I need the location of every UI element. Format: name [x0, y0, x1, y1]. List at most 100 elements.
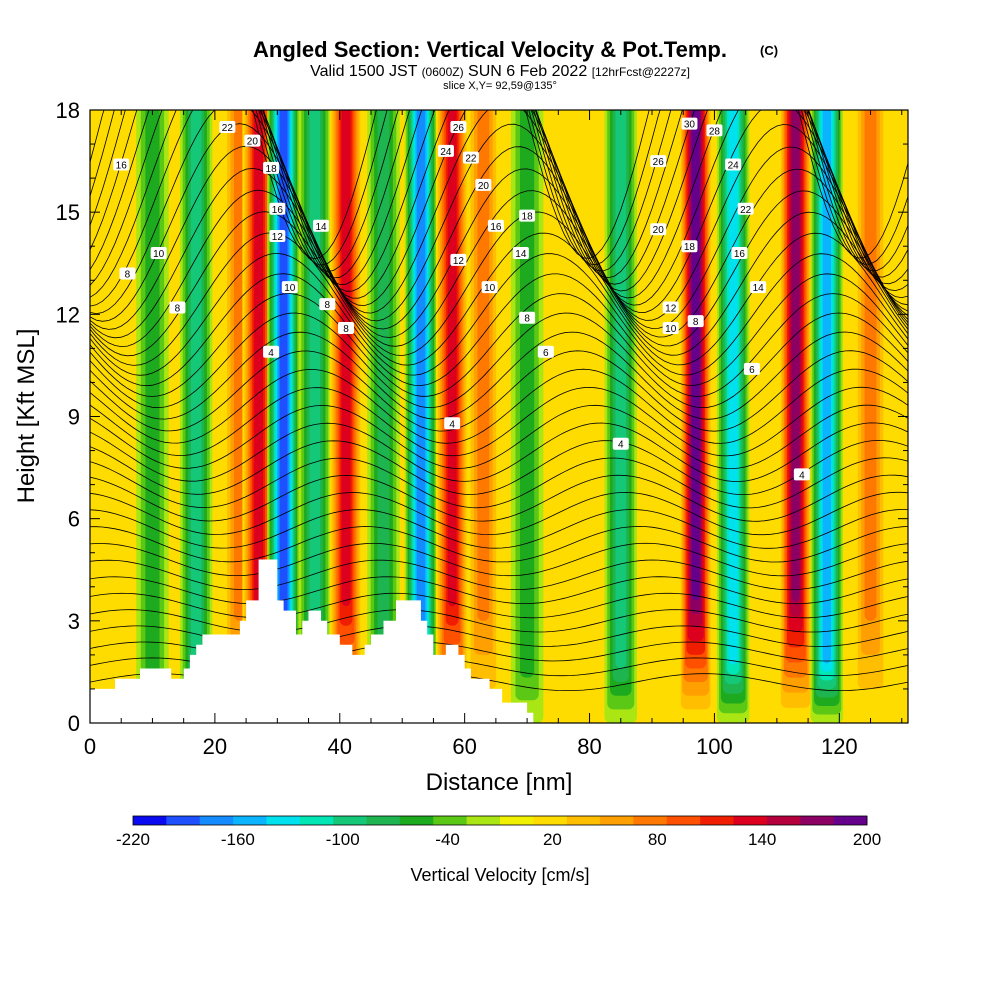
isentrope-line — [90, 232, 908, 366]
contour-label-text: 22 — [740, 205, 752, 216]
isentrope-line — [90, 312, 908, 409]
velocity-cell — [691, 110, 700, 601]
contour-label-box — [244, 134, 261, 147]
colorbar-swatch — [500, 816, 534, 825]
isentrope-line — [90, 350, 908, 432]
contour-label-box — [681, 117, 698, 130]
contour-label: 24 — [725, 158, 742, 171]
contour-label: 16 — [269, 202, 286, 216]
contour-label: 16 — [731, 247, 748, 260]
contour-label: 14 — [512, 247, 529, 260]
colorbar-swatch — [199, 816, 234, 825]
x-tick-label: 100 — [696, 734, 733, 759]
contour-label-box — [313, 219, 330, 232]
contour-label-text: 6 — [543, 348, 549, 359]
colorbar-swatch — [766, 816, 801, 825]
pot-temp-labels: 22 20 16 18 16 14 12 10 8 10 8 8 8 4 26 24 22 20 18 16 14 12 1… — [113, 117, 810, 481]
terrain-profile — [90, 559, 534, 723]
velocity-cell — [615, 110, 627, 669]
contour-label-text: 8 — [343, 324, 349, 335]
contour-label-box — [119, 267, 136, 280]
isentrope-line — [90, 457, 908, 509]
contour-label-text: 26 — [453, 123, 465, 134]
contour-label-text: 14 — [315, 222, 327, 233]
contour-label: 26 — [650, 155, 667, 168]
contour-label-box — [737, 202, 754, 215]
contour-label-box — [650, 155, 667, 168]
chart-title: Angled Section: Vertical Velocity & Pot.… — [253, 37, 727, 62]
velocity-cell — [791, 110, 800, 602]
contour-label-box — [743, 362, 760, 375]
x-tick-label: 0 — [84, 734, 96, 759]
y-tick-label: 15 — [56, 200, 80, 225]
contour-label-text: 4 — [618, 440, 624, 451]
isentrope-line — [90, 592, 908, 619]
contour-label: 12 — [450, 253, 467, 267]
contour-label-box — [750, 281, 767, 294]
isentrope-line — [90, 609, 908, 633]
contour-label-box — [281, 281, 298, 294]
y-tick-label: 12 — [56, 302, 80, 327]
contour-label-box — [612, 437, 629, 450]
contour-label-text: 10 — [284, 283, 296, 294]
colorbar-title: Vertical Velocity [cm/s] — [410, 865, 589, 885]
y-axis-label: Height [Kft MSL] — [13, 329, 40, 504]
velocity-cell — [822, 110, 832, 664]
contour-label-box — [450, 253, 467, 266]
subtitle-valid: Valid 1500 JST — [310, 63, 418, 80]
contour-label: 8 — [319, 298, 336, 311]
y-axis: 0 3 6 9 12 15 18 — [56, 98, 908, 736]
contour-label-text: 18 — [522, 212, 534, 223]
contour-label: 8 — [687, 315, 704, 328]
colorbar-swatch — [733, 816, 768, 825]
contour-label-box — [169, 301, 186, 314]
contour-label-box — [269, 202, 286, 215]
velocity-cell — [447, 110, 457, 607]
isentrope-line — [90, 525, 908, 563]
isentrope-line — [90, 252, 908, 376]
velocity-band-down — [510, 110, 544, 723]
colorbar-swatch — [600, 816, 634, 825]
isentrope-line — [90, 368, 908, 444]
isentrope-line — [90, 559, 908, 591]
contour-label: 8 — [519, 311, 536, 325]
subtitle-forecast: [12hrFcst@2227z] — [592, 65, 690, 79]
contour-label-text: 20 — [247, 137, 259, 148]
colorbar-swatch — [266, 816, 301, 825]
contour-label: 16 — [487, 219, 504, 233]
contour-label-box — [150, 247, 167, 260]
contour-label-text: 4 — [799, 470, 805, 481]
contour-label: 10 — [481, 281, 498, 294]
contour-label-text: 16 — [116, 160, 128, 171]
contour-label-box — [662, 321, 679, 334]
contour-label-box — [681, 240, 698, 253]
colorbar-swatch — [833, 816, 868, 825]
isentrope-line — [90, 189, 908, 348]
isentrope-line — [90, 167, 908, 339]
velocity-cell — [416, 110, 425, 663]
velocity-band-down — [404, 110, 438, 723]
isentrope-line — [90, 491, 908, 536]
contour-label-text: 24 — [728, 160, 740, 171]
x-tick-label: 20 — [203, 734, 227, 759]
isentrope-line — [90, 509, 908, 549]
contour-label-text: 30 — [684, 120, 696, 131]
contour-label-text: 12 — [453, 256, 465, 267]
colorbar-swatch — [800, 816, 835, 825]
chart-subtitle: Valid 1500 JST (0600Z) SUN 6 Feb 2022 [1… — [310, 63, 690, 80]
contour-label-text: 4 — [268, 348, 274, 359]
y-tick-label: 0 — [68, 711, 80, 736]
contour-label-text: 24 — [440, 147, 452, 158]
contour-label: 28 — [706, 124, 723, 137]
chart-slice-info: slice X,Y= 92,59@135° — [443, 80, 557, 92]
subtitle-date: SUN 6 Feb 2022 — [468, 63, 587, 80]
contour-label-text: 4 — [449, 419, 455, 430]
contour-label-box — [725, 158, 742, 171]
contour-label-box — [338, 321, 355, 334]
contour-label-text: 16 — [490, 222, 502, 233]
contour-label-box — [519, 311, 536, 324]
isentrope-line — [90, 273, 908, 387]
contour-label: 10 — [662, 321, 679, 335]
y-tick-label: 3 — [68, 609, 80, 634]
contour-label-text: 20 — [653, 225, 665, 236]
